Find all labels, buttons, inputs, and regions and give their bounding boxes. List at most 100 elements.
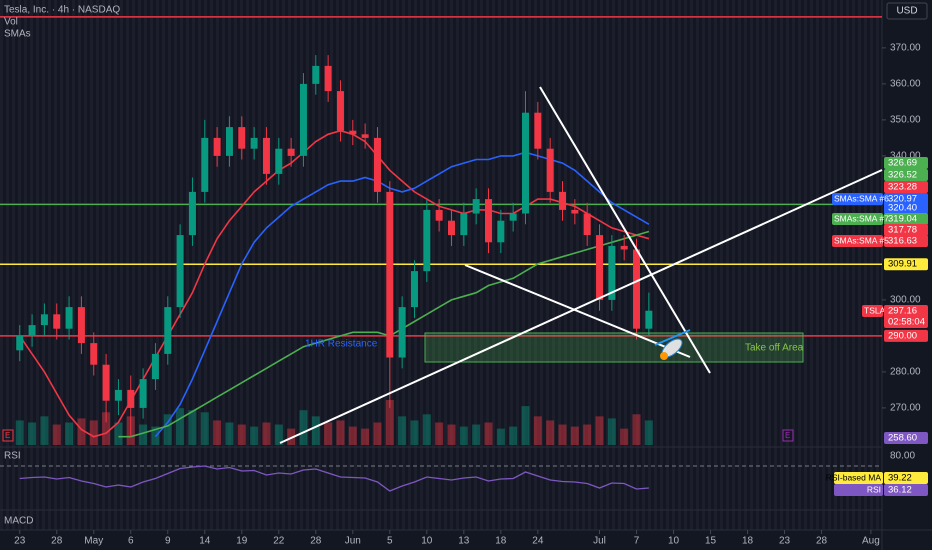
price-tick-label: 340.00 <box>890 151 921 162</box>
candle-body <box>447 220 455 236</box>
volume-bar <box>398 416 407 445</box>
time-tick-label: 9 <box>165 536 171 547</box>
candle-body <box>435 209 443 221</box>
rsi-name: RSI-based MA <box>826 472 882 482</box>
candle-body <box>645 310 653 329</box>
volume-bar <box>287 428 296 445</box>
volume-bar <box>213 420 222 445</box>
volume-bar <box>28 422 37 445</box>
candle-body <box>188 191 196 236</box>
annotation: Take off Area <box>745 343 804 354</box>
volume-bar <box>102 412 111 445</box>
volume-bar <box>250 426 259 445</box>
time-tick-label: 5 <box>387 536 393 547</box>
price-tag-label: 323.28 <box>888 182 917 193</box>
time-tick-label: 13 <box>458 536 470 547</box>
time-tick-label: 28 <box>51 536 63 547</box>
indicator-label: SMAs <box>4 29 31 40</box>
candle-body <box>250 137 258 149</box>
candle-body <box>299 83 307 156</box>
volume-bar <box>570 426 579 445</box>
candle-body <box>40 314 48 326</box>
time-tick-label: Jul <box>593 536 606 547</box>
sma-line <box>154 151 650 438</box>
volume-bar <box>533 416 542 445</box>
candle-body <box>386 191 394 358</box>
price-tag-label: 326.52 <box>888 170 917 181</box>
volume-bar <box>595 416 604 445</box>
volume-bar <box>373 422 382 445</box>
price-tag <box>884 224 928 236</box>
rsi-name: RSI <box>867 484 881 494</box>
time-tick-label: 10 <box>421 536 433 547</box>
candle-body <box>139 379 147 408</box>
candle-body <box>65 307 73 329</box>
trendline <box>464 264 691 358</box>
volume-bar <box>274 424 283 445</box>
volume-bar <box>435 422 444 445</box>
drawings: 1HR Resistance Take off Area E E <box>2 86 883 444</box>
rsi-name-tag <box>834 484 883 496</box>
candle-body <box>484 199 492 243</box>
candle-body <box>534 112 542 149</box>
candle-body <box>90 343 98 365</box>
volume-bar <box>459 426 468 445</box>
currency[interactable]: USD <box>896 6 917 17</box>
price-tag-label: 319.04 <box>888 214 917 225</box>
currency-button[interactable] <box>886 2 928 20</box>
candle-body <box>28 325 36 336</box>
price-tag-label: 320.40 <box>888 203 917 214</box>
price-tag-label: 317.78 <box>888 225 917 236</box>
time-tick-label: 15 <box>705 536 717 547</box>
volume-bar <box>546 420 555 445</box>
plot <box>0 16 882 445</box>
rsi-tag-label: 36.12 <box>888 485 912 496</box>
indicator-label: Vol <box>4 17 18 28</box>
candle-body <box>151 353 159 380</box>
candle-body <box>287 148 295 156</box>
candle-body <box>225 127 233 156</box>
rsi-tick-label: 80.00 <box>890 451 915 462</box>
price-tag <box>884 329 928 342</box>
candle-body <box>336 91 344 131</box>
time-tick-label: 7 <box>634 536 640 547</box>
price-tag <box>884 157 928 169</box>
candle-body <box>238 127 246 149</box>
time-tick-label: Aug <box>862 536 880 547</box>
volume-bar <box>447 424 456 445</box>
candle-body <box>633 249 641 329</box>
volume-bar <box>620 428 629 445</box>
candle-body <box>176 235 184 308</box>
candle-body <box>608 245 616 300</box>
time-tick-label: 18 <box>742 536 754 547</box>
volume-bar <box>324 422 333 445</box>
low-tag-label: 258.60 <box>888 433 917 444</box>
candle-body <box>114 389 122 401</box>
price-tag <box>884 258 928 271</box>
sma-name-label: SMAs:SMA #5 <box>834 235 889 245</box>
candle-body <box>312 65 320 84</box>
candle-body <box>398 307 406 358</box>
sma-name-label: SMAs:SMA #6 <box>834 193 889 203</box>
trendline <box>539 86 711 374</box>
price-tag <box>884 169 928 181</box>
volume-bar <box>176 408 185 445</box>
symbol-title: Tesla, Inc. · 4h · NASDAQ <box>4 5 120 16</box>
rsi-name-tag <box>834 472 883 484</box>
volume-bar <box>348 426 357 445</box>
time-tick-label: 23 <box>14 536 26 547</box>
volume-bar <box>607 418 616 445</box>
time-tick-label: 28 <box>816 536 828 547</box>
time-tick-label: 6 <box>128 536 134 547</box>
time-tick-label: 22 <box>273 536 285 547</box>
sma-name-tag <box>832 193 883 205</box>
candle-body <box>521 112 529 214</box>
candle-body <box>361 134 369 138</box>
candle-body <box>349 130 357 135</box>
earnings-icon-letter: E <box>5 431 10 440</box>
volume-bar <box>410 420 419 445</box>
volume-bar <box>262 422 271 445</box>
volume-bar <box>77 418 86 445</box>
rsi-line <box>19 465 649 492</box>
